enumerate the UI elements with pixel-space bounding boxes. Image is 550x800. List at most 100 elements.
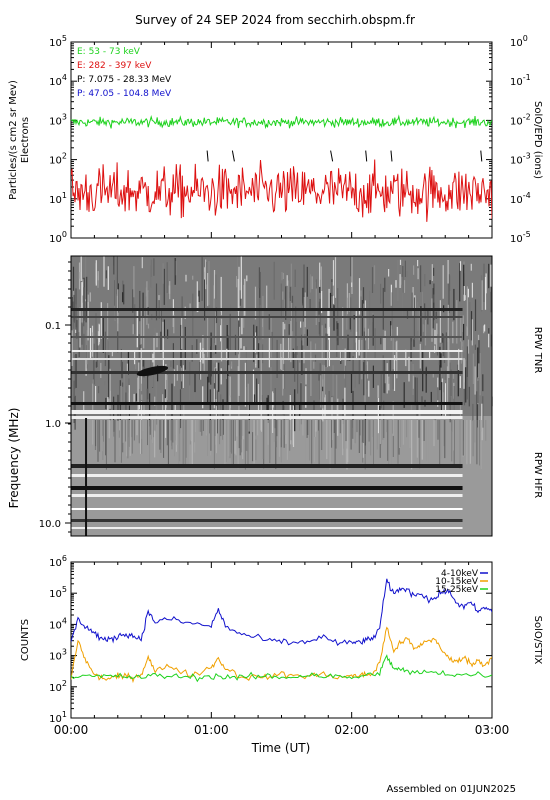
rpw-noise [382,355,384,375]
rpw-noise [164,389,166,399]
rpw-band [71,402,463,405]
rpw-noise [104,331,106,367]
epd-y2tick-label: 10-1 [510,73,531,88]
rpw-noise [434,345,436,353]
rpw-noise [213,383,216,392]
rpw-noise [288,336,290,361]
rpw-noise [314,343,317,350]
rpw-noise [420,306,422,342]
epd-series-group [71,114,492,222]
rpw-streak [326,420,328,460]
rpw-streak [406,420,408,438]
rpw-noise [471,282,473,298]
epd-ytick-label: 100 [49,230,67,245]
epd-legend-item: P: 7.075 - 28.33 MeV [77,75,172,85]
rpw-streak [398,420,400,455]
rpw-noise [479,353,481,396]
rpw-noise [332,365,334,396]
rpw-streak [263,420,265,469]
rpw-noise [122,292,124,303]
rpw-noise [140,348,142,384]
rpw-noise [295,306,297,351]
rpw-noise [201,257,203,301]
rpw-noise [282,370,285,389]
rpw-band [71,494,463,497]
rpw-noise [100,362,102,378]
rpw-streak [257,420,259,436]
rpw-noise [418,306,420,341]
rpw-noise [181,317,183,350]
rpw-noise [481,403,483,441]
rpw-band [71,358,463,360]
rpw-noise [328,391,330,405]
rpw-noise [202,386,204,409]
rpw-streak [213,420,215,470]
rpw-streak [237,420,239,469]
rpw-noise [442,265,444,299]
rpw-noise [71,330,73,366]
rpw-band [71,350,463,352]
stix-legend-item: 15-25keV [435,585,479,595]
rpw-noise [244,278,246,316]
rpw-noise [75,327,77,333]
rpw-noise [128,405,130,424]
rpw-noise [329,292,332,311]
rpw-noise [254,352,256,359]
rpw-noise [464,359,466,368]
rpw-noise [321,291,323,314]
rpw-noise [80,256,82,281]
rpw-noise [474,344,476,350]
rpw-streak [451,420,453,462]
rpw-noise [483,325,485,334]
rpw-noise [240,256,242,299]
rpw-noise [83,333,85,351]
rpw-noise [323,365,326,398]
rpw-streak [443,420,445,447]
rpw-streak [358,420,360,453]
rpw-noise [349,316,351,330]
rpw-noise [309,299,311,310]
rpw-noise [401,284,403,319]
rpw-noise [207,376,209,404]
rpw-streak [329,420,331,470]
rpw-noise [215,311,217,345]
rpw-noise [154,327,156,369]
rpw-streak [190,420,192,441]
rpw-noise [347,334,349,361]
rpw-noise [220,321,222,342]
rpw-streak [228,420,230,457]
rpw-streak [206,420,208,434]
rpw-noise [411,327,414,360]
rpw-noise [447,260,449,284]
rpw-noise [100,302,102,339]
rpw-streak [392,420,394,457]
rpw-noise [481,280,483,310]
rpw-noise [432,372,434,378]
rpw-streak [122,420,124,443]
rpw-noise [133,266,135,298]
rpw-noise [324,323,327,328]
rpw-noise [280,283,282,319]
rpw-noise [372,314,374,346]
rpw-noise [231,361,233,367]
rpw-noise [474,366,476,395]
rpw-noise [146,388,148,403]
rpw-noise [336,374,338,419]
rpw-noise [253,394,256,405]
rpw-streak [210,420,212,451]
rpw-noise [342,307,344,339]
rpw-noise [136,310,138,348]
rpw-streak [469,420,471,464]
rpw-noise [93,343,95,385]
rpw-noise [399,259,402,265]
rpw-noise [429,352,431,358]
rpw-noise [380,336,382,345]
rpw-streak [388,420,390,467]
rpw-noise [412,375,414,389]
rpw-noise [173,369,176,387]
rpw-noise [257,384,260,412]
rpw-noise [215,307,218,324]
rpw-noise [166,262,168,293]
rpw-noise [290,321,292,363]
rpw-noise [447,304,449,342]
